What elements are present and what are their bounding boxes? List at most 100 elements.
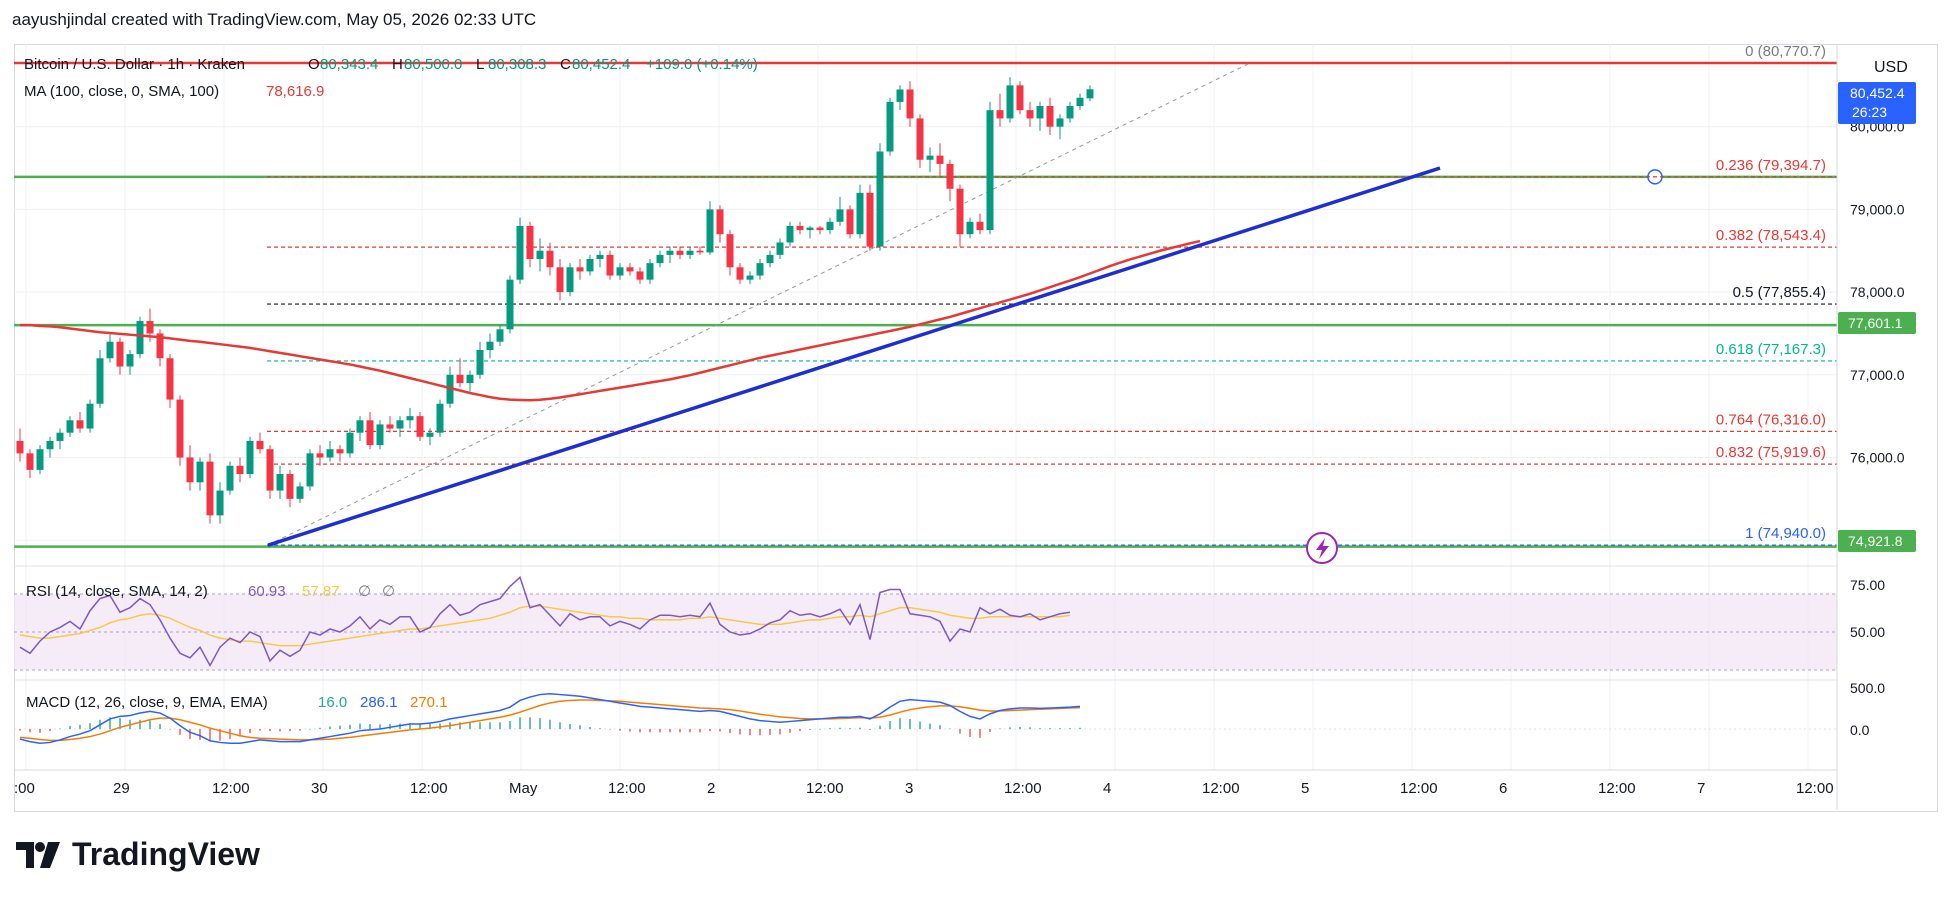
macd-hist-bar	[79, 724, 81, 729]
macd-hist-bar	[199, 729, 201, 740]
candle	[786, 225, 794, 243]
macd-hist-bar	[479, 722, 481, 729]
ma-value: 78,616.9	[266, 83, 324, 100]
macd-hist-bar	[809, 729, 811, 730]
candle	[556, 267, 564, 293]
macd-hist-bar	[349, 724, 351, 729]
time-tick: 29	[113, 780, 130, 797]
brand-name: TradingView	[72, 836, 260, 872]
macd-hist-bar	[639, 729, 641, 733]
macd-hist-bar	[1079, 727, 1081, 729]
macd-lines	[19, 692, 1081, 745]
candle	[196, 461, 204, 483]
rsi-line	[19, 575, 1071, 668]
candle	[156, 333, 164, 359]
macd-label[interactable]: MACD (12, 26, close, 9, EMA, EMA)	[26, 694, 268, 711]
candle	[386, 424, 394, 429]
macd-hist-bar	[959, 729, 961, 734]
candle	[546, 250, 554, 268]
candle	[216, 490, 224, 516]
macd-hist-bar	[109, 717, 111, 729]
macd-tick-500: 500.0	[1850, 680, 1885, 696]
candle	[356, 420, 364, 433]
level-a-price: 77,601.1	[1848, 315, 1903, 331]
price-tick: 78,000.0	[1850, 284, 1905, 300]
rsi-label[interactable]: RSI (14, close, SMA, 14, 2)	[26, 583, 208, 600]
macd-hist-bar	[709, 729, 711, 732]
candlesticks	[16, 77, 1094, 524]
macd-hist-bar	[779, 729, 781, 735]
macd-hist-bar	[949, 728, 951, 730]
candle	[776, 242, 784, 255]
macd-hist-bar	[299, 729, 301, 731]
candle	[536, 250, 544, 260]
time-tick: 12:00	[1796, 780, 1834, 797]
ohlc-key: C	[560, 56, 571, 73]
macd-hist-bar	[69, 726, 71, 729]
macd-hist-bar	[669, 729, 671, 733]
time-tick: 12:00	[1400, 780, 1438, 797]
rsi-ma-line	[19, 605, 1071, 647]
ma-label[interactable]: MA (100, close, 0, SMA, 100)	[24, 83, 219, 100]
macd-hist-bar	[89, 723, 91, 729]
candle	[746, 275, 754, 280]
candle	[476, 349, 484, 375]
trendline[interactable]	[267, 166, 1441, 547]
macd-hist-bar	[839, 727, 841, 729]
currency-label[interactable]: USD	[1874, 59, 1908, 76]
candle	[176, 399, 184, 458]
macd-hist-bar	[369, 723, 371, 729]
rsi-extra-2: ∅	[382, 583, 395, 600]
macd-hist-bar	[229, 729, 231, 740]
candle	[246, 440, 254, 475]
ohlc-value: 80,500.0	[404, 56, 462, 73]
macd-hist-bar	[999, 728, 1001, 730]
macd-tick-0: 0.0	[1850, 722, 1870, 738]
macd-hist-bar	[689, 729, 691, 733]
chart-caption: aayushjindal created with TradingView.co…	[12, 10, 537, 29]
candle	[566, 267, 574, 293]
candle	[766, 254, 774, 264]
macd-hist-bar	[249, 729, 251, 734]
tradingview-logo-icon	[16, 841, 60, 868]
macd-hist-bar	[279, 729, 281, 732]
candle	[576, 267, 584, 272]
macd-hist-bar	[1059, 728, 1061, 729]
time-tick: 7	[1697, 780, 1705, 797]
time-tick: 12:00	[608, 780, 646, 797]
level-a-badge	[1838, 312, 1916, 334]
candle	[936, 155, 944, 164]
time-tick: :00	[14, 780, 35, 797]
macd-hist-bar	[769, 729, 771, 735]
tradingview-logo[interactable]: TradingView	[16, 836, 260, 873]
candle	[106, 341, 114, 359]
time-axis[interactable]: :00 29 12:00 30 12:00 May 12:00 2 12:00 3 12:00 4 12…	[14, 780, 1834, 797]
symbol-title[interactable]: Bitcoin / U.S. Dollar · 1h · Kraken	[24, 56, 245, 73]
candle	[76, 420, 84, 429]
fib-label: 1 (74,940.0)	[1745, 525, 1826, 542]
candle	[306, 453, 314, 487]
candle	[266, 449, 274, 491]
macd-hist-bar	[649, 729, 651, 733]
macd-hist-bar	[49, 729, 51, 732]
macd-hist-bar	[789, 729, 791, 733]
macd-value: 286.1	[360, 694, 398, 711]
candle	[436, 403, 444, 433]
candle	[396, 420, 404, 429]
candle	[596, 254, 604, 260]
candle	[616, 267, 624, 276]
level-b-price: 74,921.8	[1848, 533, 1903, 549]
macd-hist-bar	[189, 729, 191, 740]
candle	[296, 486, 304, 499]
alert-bolt-icon[interactable]	[1306, 532, 1338, 564]
macd-hist-bar	[319, 727, 321, 729]
candle	[366, 420, 374, 446]
candle	[1026, 110, 1034, 119]
candle	[1076, 97, 1084, 107]
macd-hist-bar	[219, 729, 221, 741]
time-tick: 12:00	[806, 780, 844, 797]
macd-hist-bar	[579, 725, 581, 729]
candle	[426, 432, 434, 437]
candle	[166, 358, 174, 400]
